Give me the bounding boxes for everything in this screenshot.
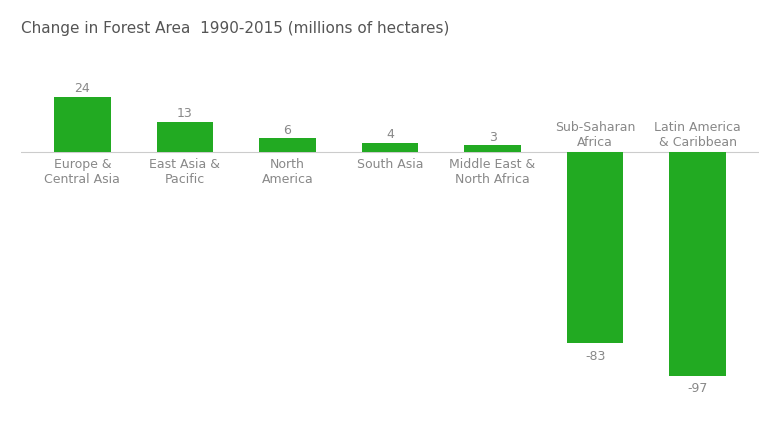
Text: 6: 6 — [283, 124, 292, 136]
Text: 24: 24 — [74, 82, 90, 95]
Text: 4: 4 — [386, 128, 394, 141]
Bar — [259, 139, 316, 153]
Text: Europe &
Central Asia: Europe & Central Asia — [44, 157, 120, 185]
Bar — [362, 144, 418, 153]
Text: -97: -97 — [687, 381, 707, 395]
Bar — [669, 153, 726, 376]
Bar — [54, 98, 111, 153]
Text: East Asia &
Pacific: East Asia & Pacific — [150, 157, 221, 185]
Bar — [157, 123, 213, 153]
Bar — [464, 146, 521, 153]
Text: Sub-Saharan
Africa: Sub-Saharan Africa — [555, 120, 635, 148]
Text: Middle East &
North Africa: Middle East & North Africa — [449, 157, 536, 185]
Text: -83: -83 — [585, 350, 605, 362]
Text: South Asia: South Asia — [356, 157, 424, 170]
Text: Change in Forest Area  1990-2015 (millions of hectares): Change in Forest Area 1990-2015 (million… — [21, 21, 449, 36]
Text: Latin America
& Caribbean: Latin America & Caribbean — [654, 120, 741, 148]
Bar — [567, 153, 623, 344]
Text: North
America: North America — [261, 157, 314, 185]
Text: 13: 13 — [177, 107, 193, 120]
Text: 3: 3 — [488, 130, 497, 143]
